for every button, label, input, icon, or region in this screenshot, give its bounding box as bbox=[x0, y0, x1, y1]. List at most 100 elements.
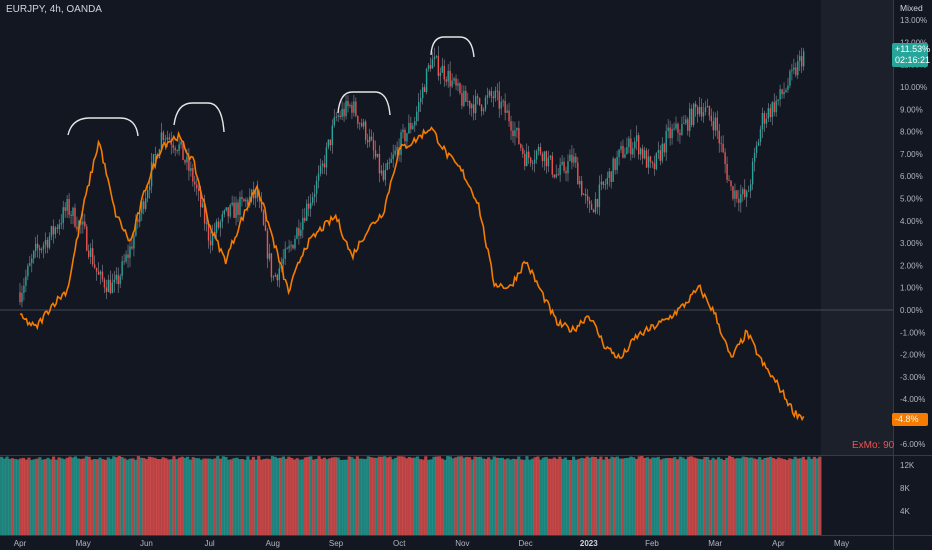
y-tick-label: 6.00% bbox=[900, 172, 923, 181]
volume-bar bbox=[218, 458, 223, 535]
candle-body bbox=[374, 150, 377, 157]
candle-body bbox=[504, 100, 506, 113]
volume-bar bbox=[38, 457, 42, 535]
candle-body bbox=[382, 170, 385, 180]
volume-bar bbox=[481, 458, 485, 535]
candle-body bbox=[645, 150, 648, 168]
candle-body bbox=[139, 213, 141, 223]
price-axis[interactable]: 13.00%12.00%11.00%10.00%9.00%8.00%7.00%6… bbox=[900, 16, 927, 449]
y-tick-label: 5.00% bbox=[900, 195, 923, 204]
volume-bar bbox=[607, 458, 611, 535]
volume-bar bbox=[2, 458, 6, 535]
candle-body bbox=[610, 171, 612, 182]
volume-bar bbox=[260, 459, 264, 535]
candle-body bbox=[608, 171, 610, 178]
volume-bar bbox=[405, 458, 409, 535]
candle-body bbox=[388, 162, 390, 164]
volume-bar bbox=[98, 457, 102, 535]
candle-body bbox=[740, 194, 742, 203]
candle-body bbox=[598, 184, 601, 208]
candle-body bbox=[655, 152, 658, 170]
candle-body bbox=[726, 163, 728, 180]
scale-mode-label[interactable]: Mixed bbox=[900, 3, 923, 13]
candle-body bbox=[27, 265, 29, 277]
volume-bar bbox=[703, 457, 707, 535]
candle-body bbox=[418, 102, 420, 112]
volume-bar bbox=[708, 459, 712, 535]
candle-body bbox=[596, 199, 599, 208]
candle-body bbox=[282, 258, 284, 265]
y-tick-label: 2.00% bbox=[900, 261, 923, 270]
candle-body bbox=[329, 139, 332, 146]
volume-bar bbox=[134, 459, 138, 535]
candle-body bbox=[433, 56, 436, 60]
candle-body bbox=[651, 162, 654, 164]
candle-body bbox=[95, 267, 98, 272]
candle-body bbox=[137, 219, 139, 223]
candle-body bbox=[437, 55, 440, 76]
volume-bar bbox=[197, 458, 201, 535]
symbol-label[interactable]: EURJPY, 4h, OANDA bbox=[6, 4, 102, 15]
volume-bar bbox=[457, 456, 461, 535]
volume-bar bbox=[292, 459, 296, 535]
candle-body bbox=[467, 101, 469, 102]
volume-bar bbox=[796, 458, 800, 535]
candle-body bbox=[543, 151, 546, 162]
candle-body bbox=[537, 147, 540, 151]
candle-body bbox=[681, 124, 683, 135]
candle-body bbox=[62, 207, 64, 224]
candle-body bbox=[669, 127, 671, 139]
candle-body bbox=[331, 125, 333, 146]
candle-body bbox=[82, 221, 84, 225]
candle-body bbox=[791, 69, 793, 72]
candle-body bbox=[327, 139, 330, 148]
volume-bar bbox=[591, 456, 595, 535]
volume-bar bbox=[120, 457, 124, 535]
candle-body bbox=[679, 132, 681, 135]
candle-body bbox=[694, 103, 697, 108]
volume-bar bbox=[522, 459, 526, 535]
volume-bar bbox=[728, 456, 732, 535]
volume-bar bbox=[736, 458, 740, 535]
candle-body bbox=[643, 150, 646, 159]
volume-bar bbox=[437, 456, 442, 535]
volume-bar bbox=[489, 459, 494, 535]
volume-bar bbox=[788, 458, 792, 535]
candle-body bbox=[582, 194, 585, 195]
candle-body bbox=[457, 83, 459, 86]
candle-body bbox=[372, 139, 375, 151]
volume-bar bbox=[21, 457, 26, 535]
volume-bar bbox=[470, 459, 474, 535]
candle-body bbox=[516, 127, 518, 131]
volume-bar bbox=[760, 459, 764, 535]
candle-body bbox=[74, 207, 76, 227]
candle-body bbox=[683, 123, 685, 125]
candle-body bbox=[86, 226, 88, 251]
candle-body bbox=[801, 56, 803, 67]
candle-body bbox=[604, 184, 607, 186]
time-axis[interactable]: Apr May Jun Jul Aug Sep Oct Nov Dec 2023 Feb Mar Apr… bbox=[14, 539, 849, 548]
candle-body bbox=[687, 119, 689, 131]
candle-body bbox=[765, 118, 768, 124]
volume-bar bbox=[604, 456, 608, 535]
volume-bar bbox=[322, 457, 327, 535]
candle-body bbox=[268, 253, 271, 259]
candle-body bbox=[549, 155, 552, 158]
candle-body bbox=[447, 70, 449, 82]
volume-axis[interactable]: 12K 8K 4K bbox=[900, 461, 915, 516]
candle-body bbox=[176, 150, 178, 151]
volume-bar bbox=[473, 456, 477, 535]
candle-body bbox=[763, 113, 766, 124]
indicator-label[interactable]: ExMo: 90 bbox=[852, 440, 895, 451]
y-tick-label: -6.00% bbox=[900, 440, 925, 449]
candle-body bbox=[567, 161, 569, 174]
volume-bar bbox=[90, 459, 94, 535]
candle-body bbox=[145, 198, 147, 209]
candle-body bbox=[109, 279, 112, 294]
bracket-4 bbox=[430, 36, 475, 58]
candle-body bbox=[133, 235, 135, 249]
volume-bar bbox=[503, 459, 507, 535]
candle-body bbox=[172, 144, 174, 148]
candle-body bbox=[649, 156, 652, 163]
